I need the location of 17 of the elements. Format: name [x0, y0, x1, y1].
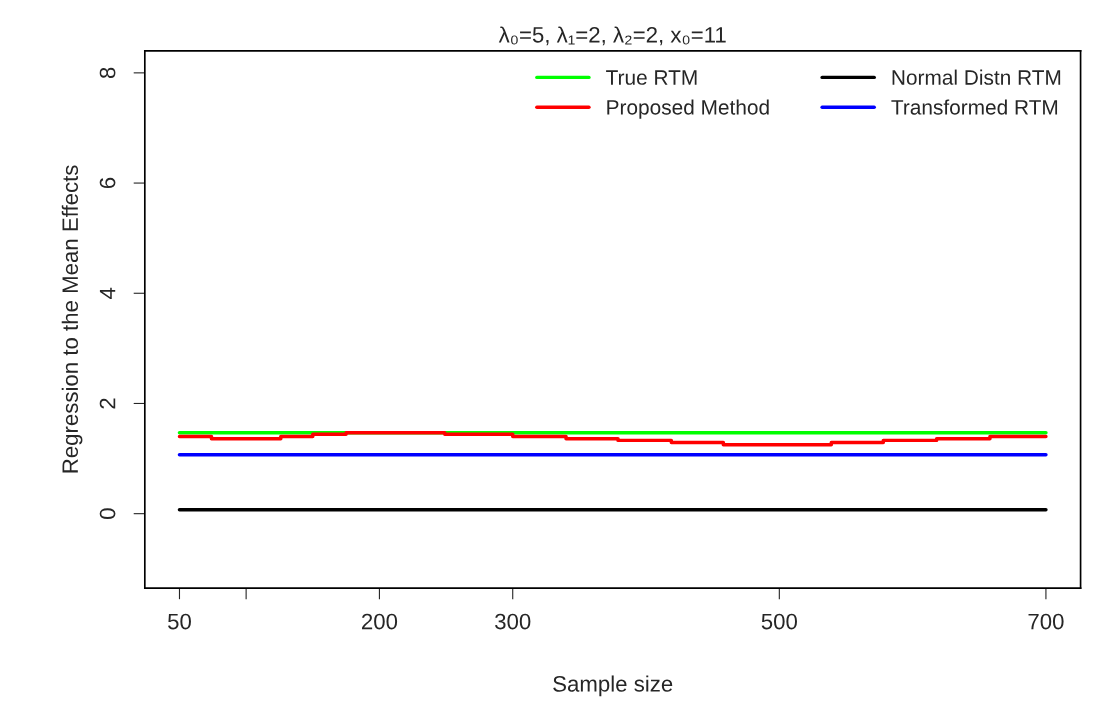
y-tick-label: 2 — [99, 398, 116, 409]
x-tick-label: 500 — [761, 613, 797, 630]
x-tick-label: 200 — [362, 613, 398, 630]
y-tick-label: 6 — [99, 177, 116, 189]
x-tick-label: 300 — [495, 613, 531, 630]
legend-label: Normal Distn RTM — [892, 69, 1061, 85]
x-tick-label: 50 — [168, 613, 191, 630]
legend-label: Proposed Method — [607, 99, 769, 119]
x-axis-title: Sample size — [553, 675, 673, 697]
y-axis-title: Regression to the Mean Effects — [61, 165, 83, 473]
chart-title: λ₀=5, λ₁=2, λ₂=2, x₀=11 — [498, 26, 726, 46]
y-tick-label: 8 — [99, 67, 116, 79]
legend-label: Transformed RTM — [891, 99, 1058, 115]
legend-label: True RTM — [606, 70, 697, 85]
y-tick-label: 4 — [99, 287, 116, 299]
x-tick-label: 700 — [1028, 613, 1064, 630]
y-tick-label: 0 — [99, 508, 116, 519]
